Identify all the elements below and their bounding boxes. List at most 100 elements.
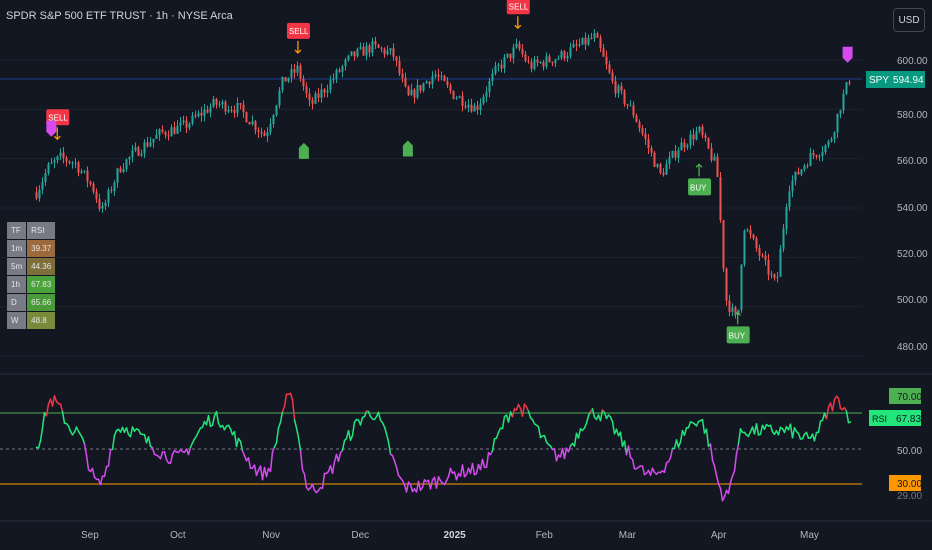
rsi-segment <box>331 461 336 474</box>
sell-signal-label: SELL <box>289 27 309 36</box>
rsi-segment <box>269 451 274 473</box>
rsi-segment <box>583 422 588 429</box>
candle-body <box>233 110 236 113</box>
candle-body <box>68 161 71 163</box>
candle-body <box>227 109 230 112</box>
candle-body <box>305 86 308 94</box>
candle-body <box>47 163 50 174</box>
candle-body <box>383 48 386 55</box>
time-label: May <box>800 530 819 541</box>
rsi-segment <box>763 423 768 430</box>
rsi-segment <box>81 437 86 445</box>
candle-body <box>608 64 611 73</box>
rsi-segment <box>301 468 306 475</box>
candle-body <box>557 58 560 60</box>
rsi-segment <box>599 409 604 422</box>
candle-body <box>464 106 467 108</box>
candle-body <box>692 134 695 140</box>
rsi-table-tf: D <box>5 293 28 312</box>
candle-body <box>581 37 584 45</box>
candle-body <box>164 131 167 136</box>
candle-body <box>386 50 389 55</box>
buy-signal-label: BUY <box>690 183 707 192</box>
rsi-table-row: 5m 44.36 <box>5 257 57 276</box>
time-label: Feb <box>536 530 554 541</box>
time-label: Mar <box>619 530 637 541</box>
trend-up-flag <box>402 140 413 157</box>
rsi-segment <box>777 426 782 436</box>
rsi-segment <box>701 418 706 434</box>
rsi-segment <box>137 428 142 435</box>
price-candles <box>35 29 851 319</box>
candle-body <box>668 157 671 165</box>
candle-body <box>185 120 188 128</box>
candle-body <box>554 59 557 64</box>
rsi-segment <box>53 395 58 403</box>
rsi-segment <box>521 403 526 417</box>
rsi-segment <box>341 439 346 452</box>
rsi-segment <box>169 453 174 464</box>
candle-body <box>311 100 314 104</box>
candle-body <box>179 122 182 126</box>
rsi-segment <box>705 428 710 448</box>
rsi-table-row: D 65.66 <box>5 293 57 312</box>
rsi-segment <box>215 410 220 425</box>
candle-body <box>524 54 527 61</box>
sell-arrow <box>53 127 61 141</box>
rsi-segment <box>501 415 506 430</box>
candle-body <box>278 90 281 106</box>
candle-body <box>626 103 629 106</box>
rsi-segment <box>239 440 244 452</box>
candle-body <box>158 129 161 135</box>
rsi-segment <box>83 442 88 456</box>
rsi-segment <box>387 441 392 455</box>
rsi-segment <box>759 424 764 435</box>
candle-body <box>443 75 446 82</box>
candle-body <box>377 44 380 48</box>
rsi-segment <box>39 427 44 442</box>
candle-body <box>473 105 476 112</box>
candle-body <box>698 126 701 132</box>
candle-body <box>461 96 464 107</box>
rsi-name-tag-text: RSI <box>872 414 887 424</box>
price-tick: 600.00 <box>897 56 928 67</box>
trend-down-flag <box>842 46 853 63</box>
rsi-segment <box>677 441 682 448</box>
rsi-axis[interactable]: 70.00 RSI 67.83 50.00 30.00 29.00 <box>869 388 922 502</box>
rsi-segment <box>527 410 532 419</box>
candle-body <box>269 123 272 133</box>
candle-body <box>827 141 830 146</box>
candle-body <box>416 85 419 98</box>
price-tick: 500.00 <box>897 295 928 306</box>
currency-button[interactable]: USD <box>893 8 925 32</box>
rsi-segment <box>695 420 700 427</box>
rsi-segment <box>449 467 454 474</box>
candle-body <box>635 115 638 123</box>
candle-body <box>302 78 305 87</box>
rsi-segment <box>631 458 636 470</box>
candle-body <box>362 46 365 56</box>
rsi-segment <box>563 447 568 460</box>
candle-body <box>95 191 98 200</box>
rsi-segment <box>817 420 822 434</box>
rsi-segment <box>421 479 426 489</box>
time-axis[interactable]: Sep Oct Nov Dec 2025 Feb Mar Apr May <box>81 530 819 541</box>
signal-markers: SELL SELL SELL BUY BUY <box>46 0 853 344</box>
rsi-segment <box>291 398 296 421</box>
candle-body <box>530 61 533 69</box>
candle-body <box>65 157 68 162</box>
price-axis[interactable]: 600.00 580.00 560.00 540.00 520.00 500.0… <box>897 56 928 353</box>
rsi-segment <box>723 489 728 498</box>
rsi-segment <box>623 440 628 456</box>
candle-body <box>38 189 41 199</box>
candle-body <box>167 135 170 137</box>
candle-body <box>134 147 137 151</box>
rsi-value-tag-text: 67.83 <box>896 414 921 425</box>
buy-signal-label: BUY <box>729 331 746 340</box>
rsi-segment <box>281 405 286 413</box>
rsi-segment <box>485 452 490 469</box>
candle-body <box>662 172 665 175</box>
rsi-segment <box>261 466 266 481</box>
candle-body <box>839 110 842 114</box>
